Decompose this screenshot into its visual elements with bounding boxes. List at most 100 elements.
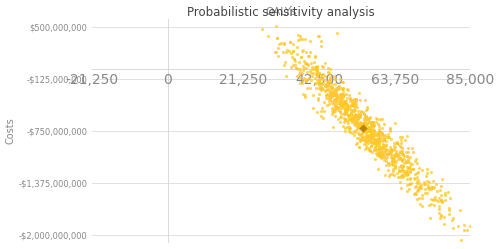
Point (402, 189, 410, 193)
Point (332, 106, 340, 110)
Point (338, 93, 346, 97)
Point (370, 137, 378, 141)
Point (434, 198, 442, 202)
Point (350, 101, 358, 105)
Point (361, 129, 369, 133)
Point (362, 134, 370, 138)
Point (351, 114, 359, 118)
Point (444, 206, 452, 210)
Point (356, 123, 364, 127)
Point (364, 107, 372, 111)
Point (364, 126, 372, 130)
Point (404, 182, 412, 186)
Point (400, 152, 407, 156)
Point (364, 117, 372, 121)
Point (356, 115, 364, 119)
Point (356, 114, 364, 118)
Point (382, 163, 390, 167)
Text: QALYs: QALYs (266, 7, 297, 17)
Point (446, 208, 454, 212)
Point (366, 138, 374, 142)
Point (387, 149, 395, 153)
Point (322, 89, 330, 93)
Point (364, 127, 372, 131)
Point (364, 139, 372, 143)
Point (345, 113, 353, 117)
Point (426, 185, 434, 189)
Point (390, 156, 398, 160)
Point (292, 52, 300, 56)
Point (408, 162, 416, 166)
Point (390, 164, 398, 168)
Point (370, 141, 378, 145)
Point (430, 197, 438, 201)
Point (370, 131, 378, 135)
Point (364, 125, 372, 129)
Point (338, 124, 346, 128)
Point (336, 92, 344, 96)
Point (338, 113, 345, 117)
Point (312, 65, 320, 69)
Point (441, 198, 449, 202)
Point (322, 96, 330, 100)
Point (397, 141, 405, 145)
Point (327, 93, 335, 97)
Point (393, 140, 401, 144)
Point (417, 186, 425, 190)
Point (398, 152, 406, 156)
Point (350, 122, 358, 126)
Point (288, 63, 296, 67)
Point (348, 108, 356, 112)
Point (352, 123, 360, 127)
Point (329, 107, 337, 111)
Point (332, 97, 340, 101)
Point (331, 91, 339, 95)
Point (355, 113, 363, 117)
Point (302, 78, 310, 82)
Point (314, 96, 322, 100)
Point (370, 147, 378, 151)
Point (370, 123, 378, 127)
Point (376, 124, 384, 128)
Point (306, 71, 314, 75)
Point (359, 126, 367, 130)
Point (446, 212, 454, 216)
Point (438, 200, 446, 204)
Point (334, 31, 342, 35)
Point (422, 174, 430, 178)
Point (346, 130, 354, 134)
Point (325, 93, 333, 97)
Point (328, 94, 336, 98)
Point (283, 48, 291, 52)
Point (379, 133, 387, 137)
Point (364, 129, 372, 133)
Point (380, 145, 388, 149)
Point (399, 164, 407, 168)
Point (396, 156, 404, 160)
Point (404, 166, 412, 170)
Point (368, 134, 376, 138)
Point (344, 106, 351, 110)
Point (311, 81, 319, 85)
Point (391, 165, 399, 169)
Point (390, 147, 398, 151)
Point (312, 71, 320, 75)
Point (372, 117, 380, 121)
Point (367, 140, 375, 144)
Point (440, 215, 448, 219)
Point (292, 45, 300, 49)
Point (412, 189, 420, 193)
Point (301, 93, 309, 97)
Point (318, 106, 326, 110)
Point (391, 153, 399, 157)
Point (407, 181, 415, 185)
Point (397, 164, 405, 168)
Point (463, 228, 471, 232)
Point (374, 136, 382, 140)
Point (376, 154, 384, 158)
Point (410, 167, 418, 171)
Point (336, 115, 344, 119)
Point (343, 107, 351, 111)
Point (330, 89, 338, 93)
Point (326, 84, 334, 88)
